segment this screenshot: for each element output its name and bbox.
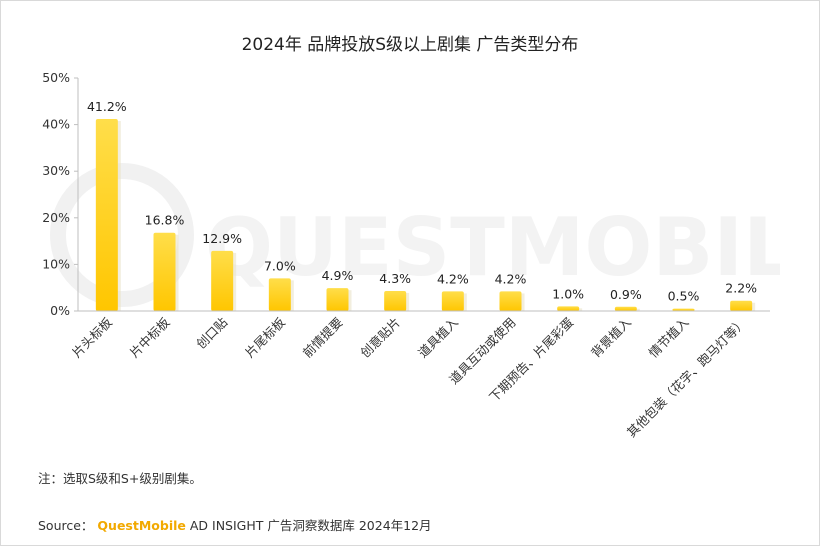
y-tick-label: 40% <box>42 117 70 132</box>
data-label: 0.5% <box>668 289 700 304</box>
x-tick-label: 道具植入 <box>415 314 461 360</box>
footnote: 注：选取S级和S+级别剧集。 <box>38 471 202 486</box>
y-axis: 0% 10% 20% 30% 40% 50% <box>42 70 79 318</box>
bar <box>211 250 234 311</box>
bar <box>384 290 407 311</box>
chart-title: 2024年 品牌投放S级以上剧集 广告类型分布 <box>241 35 579 55</box>
data-label: 1.0% <box>552 286 584 301</box>
y-tick-label: 10% <box>42 256 70 271</box>
y-tick-label: 30% <box>42 163 70 178</box>
bar <box>95 119 118 312</box>
x-tick-label: 背景植入 <box>588 314 634 360</box>
x-tick-label: 片头标板 <box>69 314 115 360</box>
data-label: 4.2% <box>437 271 469 286</box>
data-label: 41.2% <box>87 99 127 114</box>
bar <box>326 288 349 311</box>
bar <box>153 232 176 311</box>
x-tick-label: 其他包装（花字、跑马灯等） <box>624 315 750 441</box>
bar <box>557 306 580 311</box>
data-label: 12.9% <box>202 231 242 246</box>
y-tick-label: 20% <box>42 210 70 225</box>
bars-group: 41.2% 16.8% 12.9% 7.0% 4.9% 4.3% 4.2% 4.2% 1.0% 0… <box>87 99 757 312</box>
watermark-text: QUESTMOBILE <box>205 201 780 294</box>
x-tick-label: 情节植入 <box>646 314 692 360</box>
data-label: 4.3% <box>379 271 411 286</box>
bar <box>672 308 695 311</box>
data-label: 7.0% <box>264 258 296 273</box>
bar <box>730 300 753 311</box>
source-suffix: AD INSIGHT 广告洞察数据库 2024年12月 <box>189 518 432 533</box>
x-axis: 片头标板 片中标板 创口贴 片尾标板 前情提要 创意贴片 道具植入道具互动或使用下期预告、片… <box>69 310 770 441</box>
x-tick-label: 片尾标板 <box>242 314 288 360</box>
data-label: 4.9% <box>322 268 354 283</box>
x-tick-label: 创口贴 <box>193 315 230 352</box>
x-tick-label: 片中标板 <box>127 314 173 360</box>
x-tick-label: 前情提要 <box>300 315 346 361</box>
bar <box>441 291 464 311</box>
bar <box>268 278 291 311</box>
data-label: 0.9% <box>610 287 642 302</box>
y-tick-label: 0% <box>50 303 70 318</box>
bar <box>614 306 637 311</box>
x-tick-label: 创意贴片 <box>357 315 403 361</box>
source-brand: QuestMobile <box>97 518 186 533</box>
source-line: Source： QuestMobile AD INSIGHT 广告洞察数据库 2… <box>38 515 432 534</box>
data-label: 16.8% <box>145 213 185 228</box>
bar <box>499 291 522 311</box>
data-label: 2.2% <box>725 281 757 296</box>
data-label: 4.2% <box>495 271 527 286</box>
watermark-logo: QUESTMOBILE <box>40 150 820 324</box>
y-tick-label: 50% <box>42 70 70 85</box>
source-prefix: Source： <box>38 518 94 533</box>
